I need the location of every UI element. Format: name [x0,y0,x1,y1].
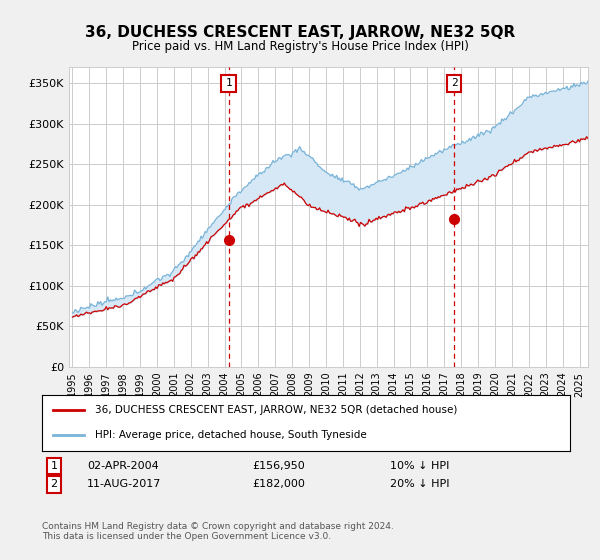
Text: 1: 1 [226,78,232,88]
Text: 02-APR-2004: 02-APR-2004 [87,461,159,471]
Text: 20% ↓ HPI: 20% ↓ HPI [390,479,449,489]
Text: £182,000: £182,000 [252,479,305,489]
Text: Price paid vs. HM Land Registry's House Price Index (HPI): Price paid vs. HM Land Registry's House … [131,40,469,53]
Text: 10% ↓ HPI: 10% ↓ HPI [390,461,449,471]
Text: 2: 2 [451,78,457,88]
Text: 1: 1 [50,461,58,471]
Text: £156,950: £156,950 [252,461,305,471]
Text: 36, DUCHESS CRESCENT EAST, JARROW, NE32 5QR: 36, DUCHESS CRESCENT EAST, JARROW, NE32 … [85,25,515,40]
Text: 11-AUG-2017: 11-AUG-2017 [87,479,161,489]
Text: 36, DUCHESS CRESCENT EAST, JARROW, NE32 5QR (detached house): 36, DUCHESS CRESCENT EAST, JARROW, NE32 … [95,405,457,416]
Text: 2: 2 [50,479,58,489]
Text: Contains HM Land Registry data © Crown copyright and database right 2024.
This d: Contains HM Land Registry data © Crown c… [42,522,394,542]
Text: HPI: Average price, detached house, South Tyneside: HPI: Average price, detached house, Sout… [95,430,367,440]
